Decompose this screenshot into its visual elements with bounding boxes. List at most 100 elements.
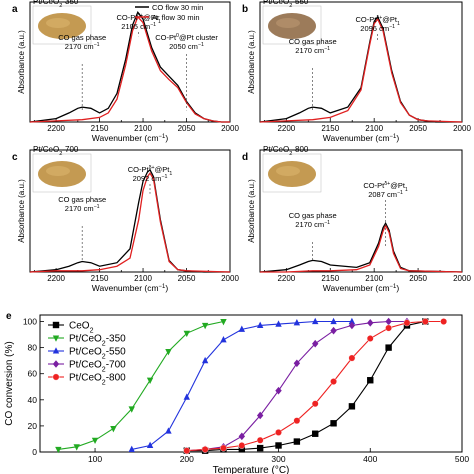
series-pt-ceo2-350 <box>55 318 227 454</box>
annotation-wavenumber: 2050 cm−1 <box>169 42 204 51</box>
data-point <box>238 442 246 449</box>
data-point <box>403 319 411 327</box>
data-point <box>238 325 246 332</box>
x-axis-label: Wavenumber (cm−1) <box>323 133 400 143</box>
data-point <box>293 417 301 425</box>
series-line <box>58 320 224 450</box>
x-tick-label: 200 <box>180 454 194 464</box>
x-tick-label: 2100 <box>134 274 152 283</box>
data-point <box>183 393 190 400</box>
data-point <box>128 406 135 413</box>
data-point <box>312 339 319 348</box>
data-point <box>256 444 264 452</box>
sample-name: Pt/CeO2-800 <box>263 145 309 157</box>
data-point <box>348 354 356 362</box>
series-line <box>186 320 407 452</box>
data-point <box>110 425 117 433</box>
series-pt-ceo2-700 <box>183 317 411 455</box>
data-point <box>238 446 246 453</box>
legend-marker <box>52 360 60 368</box>
legend-entry: CO flow 30 min <box>152 3 203 12</box>
legend-entry: Pt/CeO2-700 <box>69 360 126 374</box>
x-tick-label: 2000 <box>453 124 471 133</box>
sample-name: Pt/CeO2-350 <box>33 0 79 9</box>
panel-c: 2200 2150 2100 2050 2000 c Pt/CeO2-700 CO gas p… <box>12 145 239 293</box>
series-line-ar-flow <box>29 172 231 273</box>
sample-name: Pt/CeO2-550 <box>263 0 309 9</box>
x-tick-label: 2100 <box>365 124 383 133</box>
annotation-wavenumber: 2170 cm−1 <box>65 42 100 51</box>
x-tick-label: 2050 <box>178 274 196 283</box>
x-tick-label: 2050 <box>409 274 427 283</box>
x-tick-label: 2050 <box>409 124 427 133</box>
x-axis-label: Wavenumber (cm−1) <box>92 133 169 143</box>
data-point <box>330 378 337 385</box>
data-point <box>165 427 172 434</box>
data-point <box>385 324 393 332</box>
x-tick-label: 2200 <box>277 274 295 283</box>
series-pt-ceo2-550 <box>128 317 356 452</box>
x-tick-label: 2150 <box>321 124 339 133</box>
legend-entry: CeO2 <box>69 321 94 335</box>
data-point <box>330 420 337 427</box>
x-tick-label: 2000 <box>221 274 239 283</box>
annotation-wavenumber: 2170 cm−1 <box>295 220 330 229</box>
panel-label: e <box>6 311 12 322</box>
data-point <box>275 442 282 449</box>
sample-name: Pt/CeO2-700 <box>33 145 79 157</box>
legend-marker <box>52 373 60 381</box>
data-point <box>256 321 264 328</box>
x-axis-label: Temperature (°C) <box>213 465 290 474</box>
series-line-ar-flow <box>259 17 463 123</box>
x-tick-label: 2200 <box>47 274 65 283</box>
data-point <box>183 330 190 338</box>
data-point <box>220 335 227 343</box>
data-point <box>348 321 356 330</box>
data-point <box>367 319 374 327</box>
sample-powder-highlight <box>276 166 300 176</box>
annotation-label: CO gas phase <box>289 37 337 46</box>
legend-entry: Pt/CeO2-800 <box>69 373 126 387</box>
y-tick-label: 40 <box>28 395 38 405</box>
panel-d: 2200 2150 2100 2050 2000 d Pt/CeO2-800 CO gas p… <box>242 145 471 293</box>
annotation-label: CO gas phase <box>58 195 106 204</box>
annotation-wavenumber: 2092 cm−1 <box>133 174 168 183</box>
data-point <box>256 436 264 444</box>
data-point <box>146 441 154 449</box>
y-tick-label: 80 <box>28 343 38 353</box>
series-line-ar-flow <box>29 15 230 123</box>
x-tick-label: 2200 <box>277 124 295 133</box>
annotation-wavenumber: 2087 cm−1 <box>368 190 403 199</box>
annotation-wavenumber: 2105 cm−1 <box>121 22 156 31</box>
data-point <box>91 437 99 445</box>
annotation-wavenumber: 2096 cm−1 <box>360 24 395 33</box>
x-tick-label: 2200 <box>47 124 65 133</box>
data-point <box>201 322 209 330</box>
series-line-ar-flow <box>260 223 463 273</box>
plot-frame <box>259 1 463 123</box>
data-point <box>311 400 319 408</box>
legend-marker <box>52 347 60 354</box>
data-point <box>55 446 62 454</box>
x-tick-label: 2000 <box>221 124 239 133</box>
y-axis-label: Absorbance (a.u.) <box>247 179 256 243</box>
data-point <box>385 317 392 326</box>
panel-b: 2200 2150 2100 2050 2000 b Pt/CeO2-550 CO gas p… <box>242 0 471 143</box>
y-axis-label: Absorbance (a.u.) <box>17 30 26 94</box>
x-axis-label: Wavenumber (cm−1) <box>92 283 169 293</box>
data-point <box>293 319 301 326</box>
data-point <box>201 445 209 453</box>
data-point <box>275 320 282 327</box>
panel-e: 100 200 300 400 500020406080100eCeO2Pt/CeO2-… <box>4 311 469 474</box>
y-tick-label: 100 <box>23 317 37 327</box>
annotation-label: CO gas phase <box>289 211 337 220</box>
legend-marker <box>52 335 60 342</box>
data-point <box>73 444 80 451</box>
legend-entry: Pt/CeO2-550 <box>69 347 126 361</box>
panel-label: b <box>242 4 248 15</box>
annotation-label: CO-Ptδ+@Pt1 <box>363 181 408 193</box>
data-point <box>165 348 172 356</box>
data-point <box>201 356 209 364</box>
x-tick-label: 100 <box>88 454 102 464</box>
